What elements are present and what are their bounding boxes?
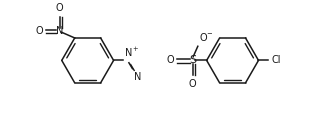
Text: O: O [56, 3, 63, 13]
Text: N$^+$: N$^+$ [124, 46, 140, 59]
Text: O: O [166, 55, 174, 65]
Text: O: O [36, 26, 44, 36]
Text: N: N [134, 72, 142, 82]
Text: N: N [56, 26, 63, 36]
Text: S: S [189, 55, 196, 65]
Text: Cl: Cl [271, 55, 281, 65]
Text: O: O [189, 79, 196, 89]
Text: O$^{-}$: O$^{-}$ [199, 31, 214, 43]
